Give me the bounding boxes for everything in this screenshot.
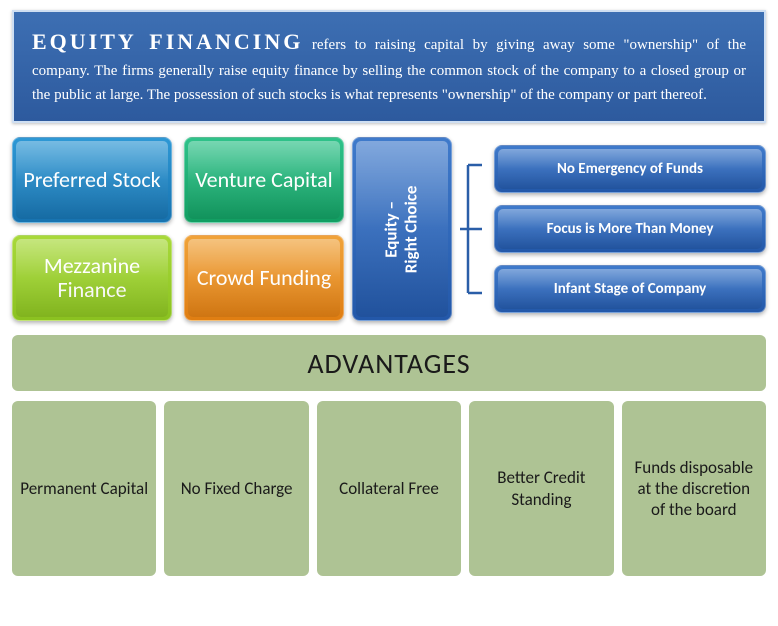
header-definition-box: EQUITY FINANCING refers to raising capit…: [12, 10, 766, 123]
equity-choice-item-label: Focus is More Than Money: [547, 220, 714, 238]
financing-and-choice-row: Preferred Stock Venture Capital Mezzanin…: [12, 137, 766, 321]
financing-types-grid: Preferred Stock Venture Capital Mezzanin…: [12, 137, 344, 321]
brace-icon: [458, 139, 484, 319]
advantages-header: ADVANTAGES: [12, 335, 766, 391]
equity-right-choice-box: Equity – Right Choice: [352, 137, 452, 321]
equity-choice-item: No Emergency of Funds: [494, 145, 766, 193]
financing-type-label: Preferred Stock: [23, 168, 160, 192]
equity-choice-item: Infant Stage of Company: [494, 265, 766, 313]
advantage-item: Permanent Capital: [12, 401, 156, 576]
financing-type-mezzanine: Mezzanine Finance: [12, 235, 172, 321]
header-title: EQUITY FINANCING: [32, 29, 303, 54]
advantage-item: Funds disposable at the discretion of th…: [622, 401, 766, 576]
advantage-label: Funds disposable at the discretion of th…: [630, 457, 758, 521]
brace-connector: [460, 137, 486, 321]
equity-choice-item-label: No Emergency of Funds: [557, 160, 703, 178]
equity-choice-item: Focus is More Than Money: [494, 205, 766, 253]
equity-choice-item-label: Infant Stage of Company: [554, 280, 707, 298]
financing-type-preferred-stock: Preferred Stock: [12, 137, 172, 223]
advantages-title: ADVANTAGES: [307, 346, 470, 381]
advantage-item: Better Credit Standing: [469, 401, 613, 576]
equity-right-choice-label: Equity – Right Choice: [382, 185, 423, 273]
financing-type-label: Venture Capital: [195, 168, 332, 192]
advantages-row: Permanent Capital No Fixed Charge Collat…: [12, 401, 766, 576]
financing-type-venture-capital: Venture Capital: [184, 137, 344, 223]
advantage-item: No Fixed Charge: [164, 401, 308, 576]
advantage-label: Better Credit Standing: [477, 467, 605, 510]
advantage-item: Collateral Free: [317, 401, 461, 576]
equity-choice-list: No Emergency of Funds Focus is More Than…: [494, 137, 766, 321]
advantage-label: Collateral Free: [339, 478, 439, 499]
advantage-label: Permanent Capital: [20, 478, 148, 499]
financing-type-label: Crowd Funding: [197, 266, 331, 290]
financing-type-crowd-funding: Crowd Funding: [184, 235, 344, 321]
financing-type-label: Mezzanine Finance: [19, 254, 165, 302]
advantage-label: No Fixed Charge: [181, 478, 293, 499]
